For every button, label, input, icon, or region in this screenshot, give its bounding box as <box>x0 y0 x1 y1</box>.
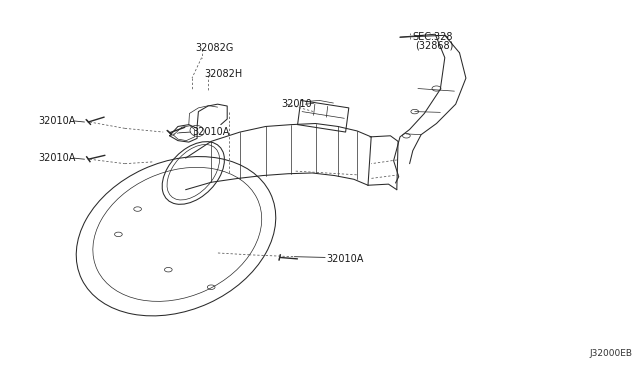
Text: 32010A: 32010A <box>192 127 229 137</box>
Text: 32010: 32010 <box>282 99 312 109</box>
Text: J32000EB: J32000EB <box>589 349 632 358</box>
Text: SEC.328: SEC.328 <box>413 32 453 42</box>
Text: (32868): (32868) <box>415 41 453 50</box>
Text: 32010A: 32010A <box>38 153 76 163</box>
Text: 32082H: 32082H <box>205 70 243 79</box>
Text: 32010A: 32010A <box>38 116 76 126</box>
Text: 32010A: 32010A <box>326 254 364 263</box>
Text: 32082G: 32082G <box>195 44 234 53</box>
